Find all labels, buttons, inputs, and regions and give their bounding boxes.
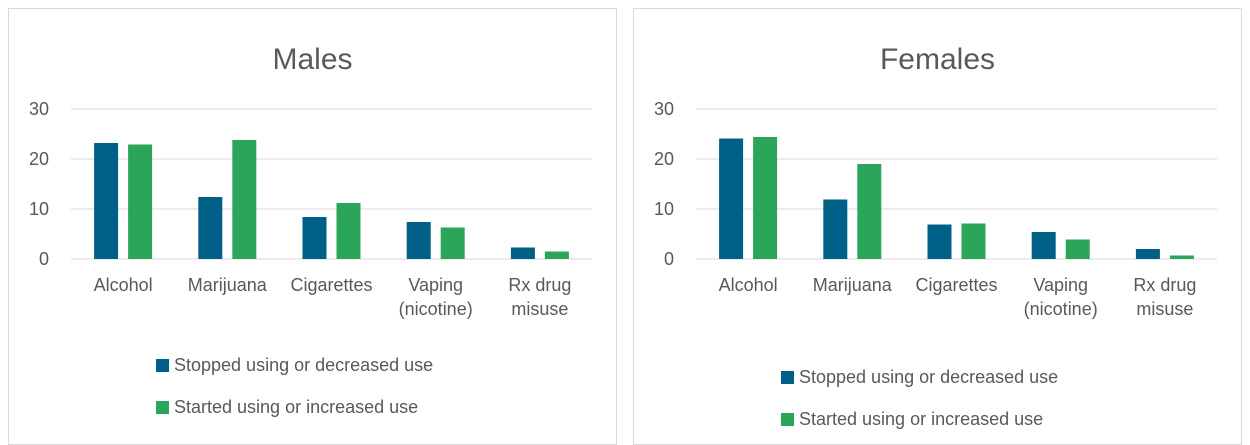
bar-rx-drug-misuse-started bbox=[1169, 255, 1194, 259]
legend-item-started: Started using or increased use bbox=[156, 397, 418, 417]
x-category-label: Marijuana bbox=[188, 275, 268, 295]
bar-vaping-nicotine-stopped bbox=[1031, 232, 1056, 259]
legend-label: Started using or increased use bbox=[799, 409, 1043, 429]
bar-alcohol-started bbox=[753, 137, 778, 259]
y-tick-label: 20 bbox=[654, 149, 674, 169]
y-tick-label: 30 bbox=[654, 99, 674, 119]
legend-label: Stopped using or decreased use bbox=[799, 367, 1058, 387]
x-category-label: Cigarettes bbox=[290, 275, 372, 295]
bar-alcohol-stopped bbox=[719, 138, 744, 259]
bar-alcohol-started bbox=[128, 144, 153, 259]
legend-item-started: Started using or increased use bbox=[781, 409, 1043, 429]
legend-label: Started using or increased use bbox=[174, 397, 418, 417]
females-chart: Females 0 10 20 30 Alcohol Marijuana Cigarettes… bbox=[654, 43, 1217, 429]
x-category-label: misuse bbox=[511, 299, 568, 319]
bar-marijuana-stopped bbox=[823, 199, 848, 259]
x-category-label: Cigarettes bbox=[915, 275, 997, 295]
males-chart: Males 0 10 20 30 Alcohol Marijuana Cigarettes Va… bbox=[29, 43, 592, 417]
x-category-label: Alcohol bbox=[719, 275, 778, 295]
y-tick-label: 30 bbox=[29, 99, 49, 119]
bar-cigarettes-started bbox=[336, 203, 361, 259]
bar-cigarettes-started bbox=[961, 223, 986, 259]
chart-panel-males: Males 0 10 20 30 Alcohol Marijuana Cigarettes Va… bbox=[8, 8, 617, 445]
x-category-label: Marijuana bbox=[813, 275, 893, 295]
legend-swatch bbox=[781, 371, 794, 384]
y-tick-label: 0 bbox=[664, 249, 674, 269]
bar-alcohol-stopped bbox=[94, 143, 119, 259]
bar-rx-drug-misuse-stopped bbox=[510, 247, 535, 259]
x-category-label: Vaping bbox=[1033, 275, 1088, 295]
x-category-label: Vaping bbox=[408, 275, 463, 295]
legend-swatch bbox=[156, 359, 169, 372]
bar-vaping-nicotine-started bbox=[1065, 239, 1090, 259]
bar-vaping-nicotine-stopped bbox=[406, 222, 431, 259]
legend-item-stopped: Stopped using or decreased use bbox=[156, 355, 433, 375]
y-tick-label: 20 bbox=[29, 149, 49, 169]
y-tick-label: 10 bbox=[654, 199, 674, 219]
bar-marijuana-started bbox=[232, 140, 257, 259]
chart-title: Females bbox=[880, 43, 995, 76]
bar-cigarettes-stopped bbox=[927, 224, 952, 259]
y-tick-label: 0 bbox=[39, 249, 49, 269]
bar-marijuana-stopped bbox=[198, 197, 223, 259]
legend-swatch bbox=[156, 401, 169, 414]
bar-vaping-nicotine-started bbox=[440, 227, 465, 259]
x-category-label: (nicotine) bbox=[1024, 299, 1098, 319]
legend-item-stopped: Stopped using or decreased use bbox=[781, 367, 1058, 387]
legend-label: Stopped using or decreased use bbox=[174, 355, 433, 375]
x-category-label: Alcohol bbox=[94, 275, 153, 295]
x-category-label: Rx drug bbox=[508, 275, 571, 295]
bar-rx-drug-misuse-started bbox=[544, 251, 569, 259]
x-category-label: Rx drug bbox=[1133, 275, 1196, 295]
legend-swatch bbox=[781, 413, 794, 426]
chart-title: Males bbox=[272, 43, 352, 76]
bar-marijuana-started bbox=[857, 164, 882, 259]
bar-rx-drug-misuse-stopped bbox=[1135, 249, 1160, 259]
x-category-label: (nicotine) bbox=[399, 299, 473, 319]
y-tick-label: 10 bbox=[29, 199, 49, 219]
chart-panel-females: Females 0 10 20 30 Alcohol Marijuana Cigarettes… bbox=[633, 8, 1242, 445]
bar-cigarettes-stopped bbox=[302, 217, 327, 259]
x-category-label: misuse bbox=[1136, 299, 1193, 319]
